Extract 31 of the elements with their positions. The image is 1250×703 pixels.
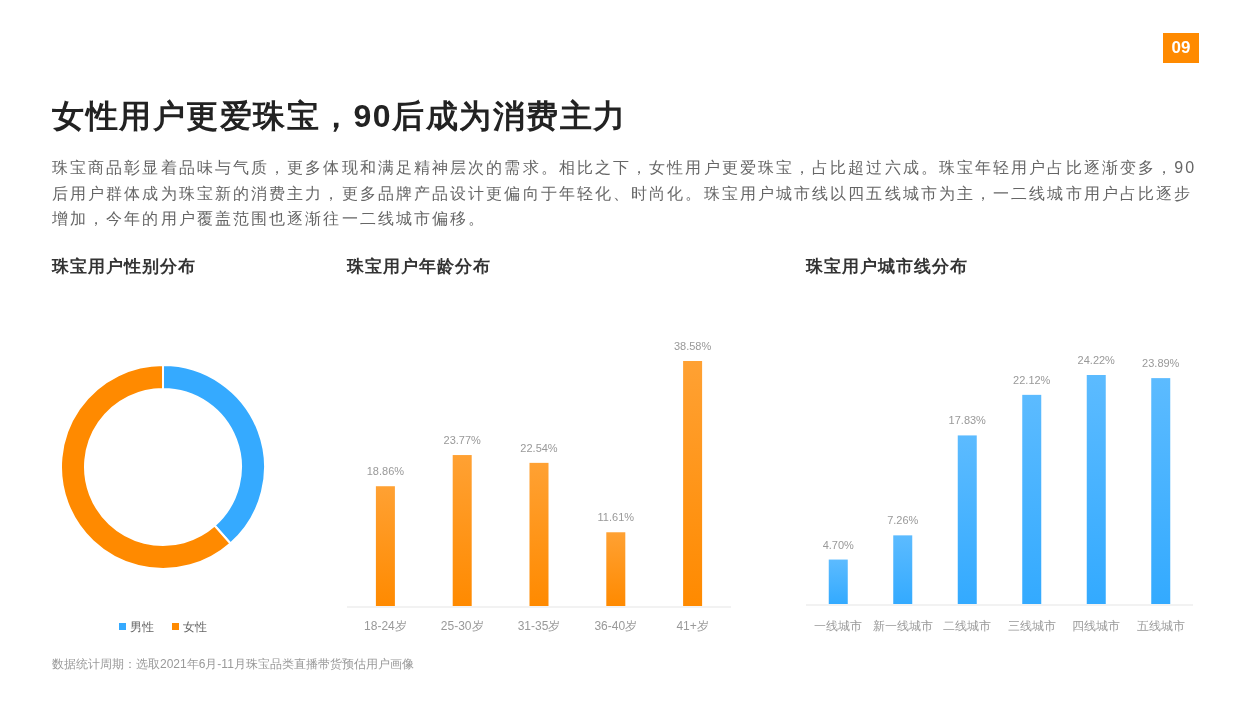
data-label: 7.26% [887, 514, 919, 527]
data-label: 23.77% [443, 434, 481, 447]
x-tick-label: 36-40岁 [594, 619, 638, 633]
x-tick-label: 新一线城市 [872, 619, 933, 633]
x-tick-label: 18-24岁 [364, 619, 407, 633]
source-note: 数据统计周期：选取2021年6月-11月珠宝品类直播带货预估用户画像 [52, 656, 414, 673]
x-tick-label: 三线城市 [1007, 619, 1056, 633]
x-tick-label: 25-30岁 [440, 619, 484, 633]
data-label: 24.22% [1077, 354, 1115, 366]
chart-title: 珠宝用户城市线分布 [806, 257, 968, 276]
data-label: 4.70% [822, 538, 854, 551]
data-label: 18.86% [366, 465, 405, 478]
x-tick-label: 31-35岁 [517, 619, 561, 633]
x-tick-label: 五线城市 [1136, 619, 1185, 633]
x-tick-label: 四线城市 [1072, 619, 1121, 633]
data-label: 17.83% [948, 414, 986, 427]
x-tick-label: 二线城市 [943, 619, 992, 633]
data-label: 23.89% [1142, 357, 1180, 370]
data-label: 22.54% [520, 441, 558, 454]
page-subtitle: 珠宝商品彰显着品味与气质，更多体现和满足精神层次的需求。相比之下，女性用户更爱珠宝，占比超过六成。珠宝年轻用户占比逐渐变多，90后用户群体成为珠宝新的消费主力，更多品牌产品设计更偏向于年轻化、时尚化。珠宝用户城市线以四五线城市为主，一二线城市用户占比逐步增加，今年的用户覆盖范围也逐渐往一二线城市偏移。 [52, 158, 1198, 229]
x-tick-label: 一线城市 [814, 619, 863, 633]
data-label: 22.12% [1013, 373, 1051, 386]
chart-title: 珠宝用户年龄分布 [347, 257, 491, 276]
data-label: 11.61% [597, 511, 635, 524]
legend-label: 男性 [130, 620, 154, 634]
page-title: 女性用户更爱珠宝，90后成为消费主力 [52, 97, 627, 136]
legend-label: 女性 [183, 620, 207, 634]
chart-title: 珠宝用户性别分布 [52, 257, 196, 276]
x-tick-label: 41+岁 [676, 619, 709, 633]
data-label: 38.58% [673, 340, 712, 352]
page-number: 09 [1163, 33, 1199, 63]
